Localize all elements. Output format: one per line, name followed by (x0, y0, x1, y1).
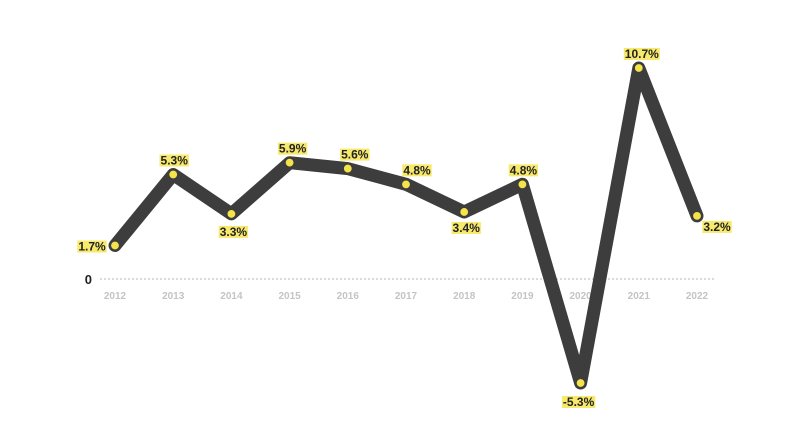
x-tick-label: 2018 (453, 291, 476, 302)
data-label-text: 5.6% (341, 148, 369, 162)
x-tick-label: 2014 (220, 291, 243, 302)
data-label-highlight (218, 225, 249, 238)
data-label-text: -5.3% (563, 395, 595, 409)
data-label: 5.3% (159, 153, 189, 167)
series-line (108, 61, 704, 390)
data-label-text: 5.9% (279, 142, 307, 156)
data-point (226, 208, 237, 220)
x-axis-ticks: 2012 2013 2014 2015 2016 2017 2018 2019 2020 2021… (104, 291, 709, 302)
x-tick-label: 2015 (278, 291, 301, 302)
data-label-text: 3.3% (220, 225, 248, 239)
data-point (400, 179, 412, 190)
data-point (459, 206, 470, 218)
data-label: 10.7% (623, 47, 660, 61)
data-label-highlight (623, 48, 660, 60)
x-tick-label: 2016 (337, 291, 360, 302)
data-label-text: 10.7% (625, 47, 659, 61)
data-label-text: 3.2% (703, 220, 731, 234)
data-label: 5.9% (277, 142, 308, 156)
x-tick-label: 2017 (395, 291, 418, 302)
data-label-highlight (402, 164, 432, 177)
x-tick-label: 2020 (569, 291, 592, 302)
data-labels: 1.7% 5.3% 3.3% 5.9% 5.6% 4.8% 3.4% 4.8% -5.3% 10.… (77, 47, 732, 409)
data-point (517, 179, 528, 190)
data-label-highlight (561, 396, 596, 408)
data-point (284, 157, 295, 168)
x-tick-label: 2019 (511, 291, 534, 302)
data-label-highlight (77, 240, 107, 253)
data-label-highlight (340, 148, 370, 161)
data-label: 3.3% (218, 225, 249, 239)
data-label-highlight (451, 221, 481, 234)
zero-axis-label: 0 (85, 272, 92, 287)
data-label-text: 5.3% (161, 153, 189, 167)
data-label-highlight (277, 142, 308, 155)
data-label-text: 1.7% (78, 239, 106, 253)
data-label-highlight (508, 164, 539, 177)
data-label-highlight (702, 220, 732, 233)
data-label: -5.3% (561, 395, 596, 409)
data-label-highlight (159, 154, 189, 167)
data-label: 1.7% (77, 239, 107, 253)
data-label-text: 3.4% (453, 221, 481, 235)
x-tick-label: 2013 (162, 291, 185, 302)
data-label: 5.6% (340, 148, 370, 162)
data-label: 3.4% (451, 221, 481, 235)
data-label-text: 4.8% (403, 163, 431, 177)
x-tick-label: 2012 (104, 291, 127, 302)
data-point (109, 240, 121, 251)
data-point (168, 169, 179, 180)
data-label: 4.8% (508, 163, 539, 177)
data-point (342, 163, 353, 174)
x-tick-label: 2021 (628, 291, 651, 302)
data-points (109, 62, 703, 389)
x-tick-label: 2022 (686, 291, 709, 302)
data-label: 4.8% (402, 163, 432, 177)
data-point (633, 62, 644, 74)
data-label-text: 4.8% (510, 163, 538, 177)
data-point (691, 210, 703, 221)
data-point (575, 377, 586, 389)
data-label: 3.2% (702, 220, 732, 234)
